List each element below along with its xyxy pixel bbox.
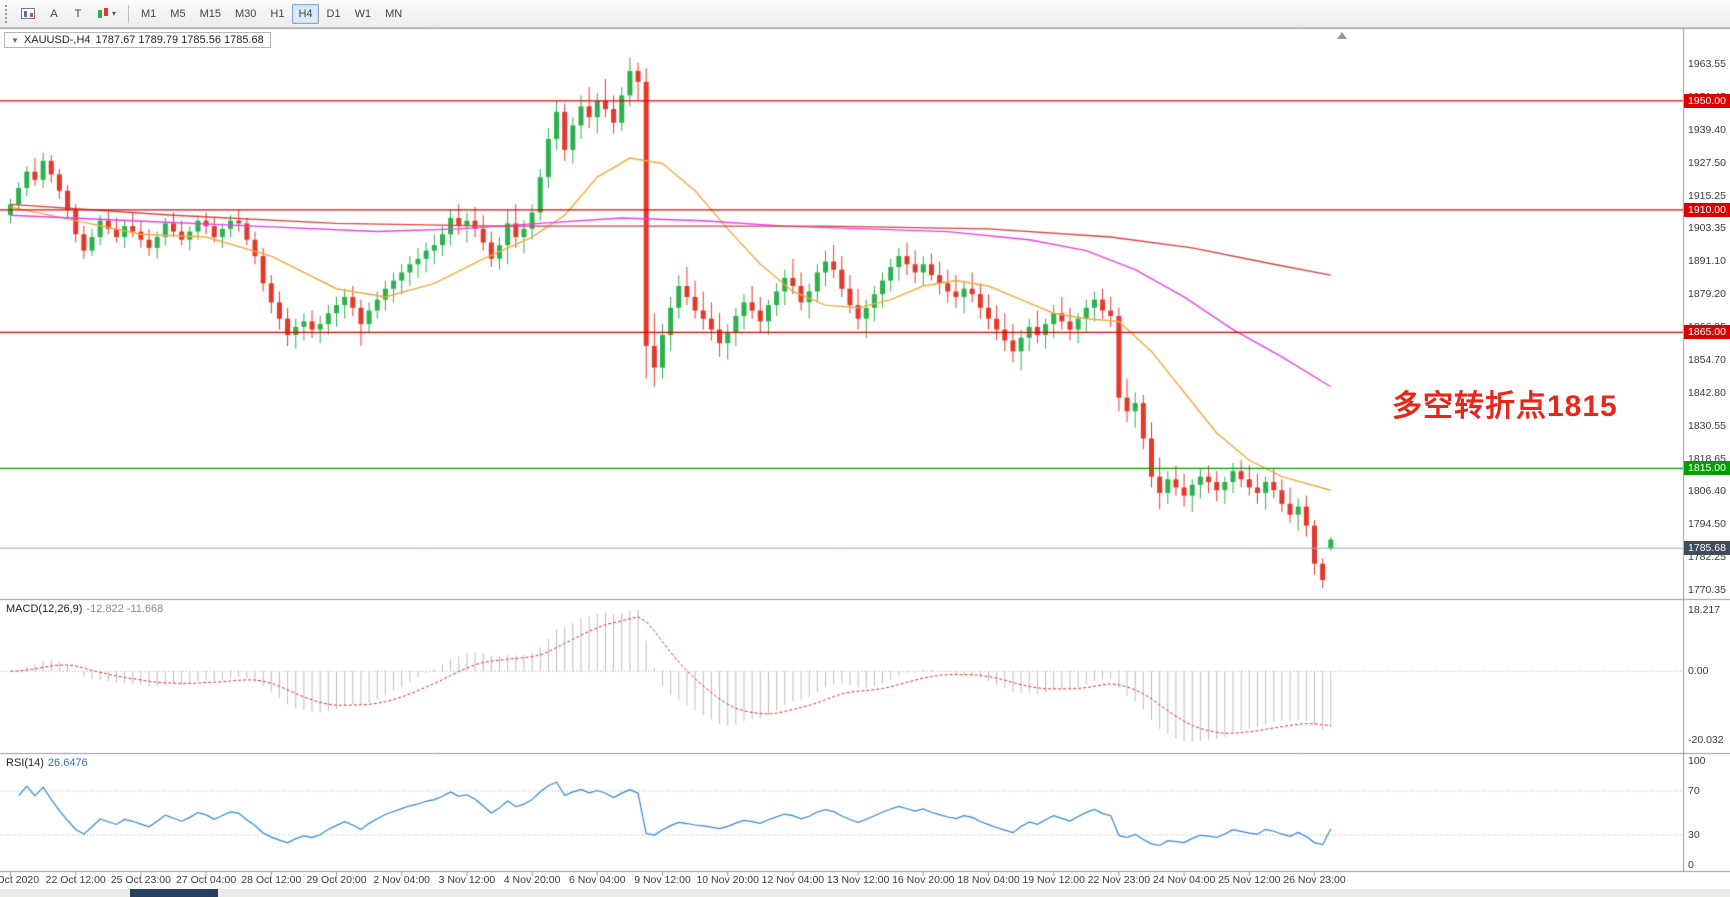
- time-axis-label: 12 Nov 04:00: [761, 874, 825, 886]
- time-axis-label: 25 Oct 23:00: [110, 874, 171, 886]
- time-axis-label: 19 Nov 12:00: [1022, 874, 1085, 886]
- scrollbar-thumb[interactable]: [130, 889, 218, 897]
- toolbar: A T ▾ M1 M5 M15 M30 H1 H4 D1 W1 MN: [0, 0, 1730, 28]
- price-line-badge-1910.00: 1910.00: [1684, 202, 1730, 217]
- time-axis-label: 21 Oct 2020: [0, 874, 40, 886]
- timeframe-m5[interactable]: M5: [170, 7, 186, 20]
- rsi-indicator-label: RSI(14) 26.6476: [6, 757, 88, 769]
- price-line-badge-1865.00: 1865.00: [1684, 325, 1730, 340]
- chart-shift-marker[interactable]: [1337, 32, 1347, 39]
- text-tool-button[interactable]: T: [74, 7, 82, 20]
- caret-down-icon: ▾: [112, 9, 117, 18]
- time-axis-label: 2 Nov 04:00: [373, 874, 430, 886]
- macd-axis-label: -20.032: [1688, 734, 1724, 746]
- rsi-level-label: 100: [1688, 755, 1706, 767]
- price-line-badge-1815.00: 1815.00: [1684, 461, 1730, 476]
- timeframe-h4[interactable]: H4: [292, 3, 319, 24]
- ohlc-values: 1787.67 1789.79 1785.56 1785.68: [95, 34, 264, 46]
- symbol-info[interactable]: ▼ XAUUSD-,H4 1787.67 1789.79 1785.56 178…: [4, 32, 271, 48]
- price-axis-label: 1842.80: [1688, 386, 1726, 399]
- time-axis-label: 4 Nov 20:00: [503, 874, 561, 886]
- time-axis-label: 22 Oct 12:00: [45, 874, 106, 886]
- timeframe-h1[interactable]: H1: [270, 7, 285, 20]
- annotation-text[interactable]: 多空转折点1815: [1392, 390, 1618, 423]
- time-axis-label: 3 Nov 12:00: [438, 874, 496, 886]
- price-axis-label: 1891.10: [1688, 255, 1726, 268]
- price-axis-label: 1915.25: [1688, 189, 1726, 202]
- timeframe-m15[interactable]: M15: [199, 7, 221, 20]
- current-price-badge: 1785.68: [1684, 541, 1730, 556]
- chart-window-icon: [21, 8, 35, 19]
- price-axis-label: 1806.40: [1688, 485, 1726, 498]
- timeframe-m30[interactable]: M30: [234, 7, 257, 20]
- candlestick-icon: [97, 7, 109, 20]
- price-axis-label: 1927.50: [1688, 156, 1726, 169]
- price-axis-label: 1794.50: [1688, 518, 1726, 531]
- symbol-label: XAUUSD-,H4: [23, 34, 91, 46]
- time-axis-label: 22 Nov 23:00: [1087, 874, 1151, 886]
- price-axis-label: 1963.55: [1688, 58, 1726, 70]
- time-axis-label: 29 Oct 20:00: [306, 874, 367, 886]
- timeframe-group: M1 M5 M15 M30 H1 H4 D1 W1 MN: [135, 3, 408, 24]
- timeframe-d1[interactable]: D1: [326, 7, 341, 20]
- time-axis-label: 27 Oct 04:00: [176, 874, 237, 886]
- price-axis-label: 1879.20: [1688, 288, 1726, 301]
- rsi-level-label: 30: [1688, 829, 1700, 841]
- price-axis-label: 1939.40: [1688, 123, 1726, 136]
- rsi-name: RSI(14): [6, 757, 44, 769]
- macd-name: MACD(12,26,9): [6, 603, 83, 615]
- time-axis-label: 26 Nov 23:00: [1283, 874, 1346, 886]
- horizontal-scrollbar[interactable]: [0, 889, 1730, 897]
- toolbar-grip[interactable]: [5, 4, 10, 23]
- price-axis-label: 1854.70: [1688, 353, 1726, 366]
- time-axis-label: 6 Nov 04:00: [568, 874, 626, 886]
- time-axis-label: 24 Nov 04:00: [1152, 874, 1216, 886]
- time-axis-label: 18 Nov 04:00: [957, 874, 1020, 886]
- price-axis-label: 1770.35: [1688, 584, 1726, 596]
- rsi-level-label: 0: [1688, 859, 1694, 871]
- time-axis-label: 25 Nov 12:00: [1218, 874, 1281, 886]
- timeframe-m1[interactable]: M1: [141, 7, 157, 20]
- timeframe-mn[interactable]: MN: [385, 7, 403, 20]
- macd-axis-label: 18.217: [1688, 604, 1721, 616]
- time-axis-label: 10 Nov 20:00: [696, 874, 759, 886]
- price-axis-label: 1830.55: [1688, 419, 1726, 432]
- time-axis-label: 9 Nov 12:00: [634, 874, 691, 886]
- rsi-level-label: 70: [1688, 785, 1700, 797]
- timeframe-w1[interactable]: W1: [354, 7, 372, 20]
- macd-values: -12.822 -11.668: [86, 603, 164, 615]
- toolbar-separator: [128, 4, 130, 23]
- macd-axis-label: 0.00: [1688, 665, 1709, 678]
- annotation-tool-button[interactable]: A: [50, 7, 58, 20]
- chart-type-button[interactable]: ▾: [91, 4, 122, 24]
- time-axis-label: 16 Nov 20:00: [892, 874, 955, 886]
- time-axis-label: 28 Oct 12:00: [241, 874, 302, 886]
- rsi-value: 26.6476: [47, 757, 88, 769]
- price-line-badge-1950.00: 1950.00: [1684, 93, 1730, 108]
- charts-grid-button[interactable]: [15, 4, 41, 24]
- collapse-icon[interactable]: ▼: [11, 35, 19, 45]
- price-axis-label: 1903.35: [1688, 222, 1726, 235]
- macd-indicator-label: MACD(12,26,9) -12.822 -11.668: [6, 603, 163, 615]
- time-axis-label: 13 Nov 12:00: [826, 874, 890, 886]
